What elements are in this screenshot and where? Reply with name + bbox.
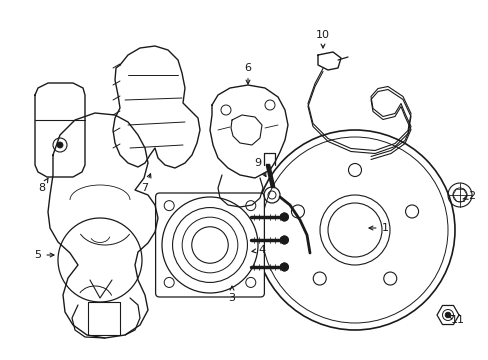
Text: 1: 1 bbox=[368, 223, 387, 233]
Circle shape bbox=[280, 236, 288, 244]
Text: 6: 6 bbox=[244, 63, 251, 84]
Text: 3: 3 bbox=[228, 286, 235, 303]
FancyBboxPatch shape bbox=[155, 193, 264, 297]
Text: 7: 7 bbox=[141, 174, 151, 193]
Circle shape bbox=[280, 213, 288, 221]
Circle shape bbox=[280, 263, 288, 271]
Text: 2: 2 bbox=[462, 191, 475, 201]
Circle shape bbox=[445, 312, 450, 318]
Text: 9: 9 bbox=[254, 158, 265, 176]
Text: 5: 5 bbox=[35, 250, 54, 260]
Text: 10: 10 bbox=[315, 30, 329, 48]
Text: 8: 8 bbox=[39, 178, 48, 193]
Circle shape bbox=[57, 142, 63, 148]
Text: 4: 4 bbox=[251, 245, 265, 255]
Text: 11: 11 bbox=[447, 315, 464, 325]
